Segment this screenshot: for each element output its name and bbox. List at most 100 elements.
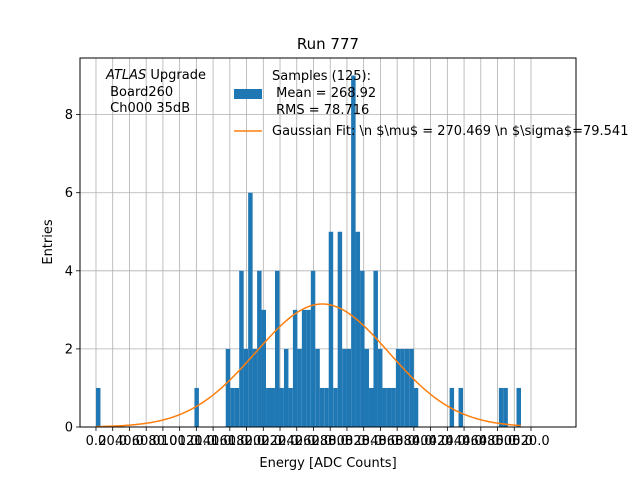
gaussian-fit <box>95 303 522 428</box>
histogram-bar <box>404 348 410 427</box>
x-tick-label: 420.0 <box>429 434 466 449</box>
x-axis-label: Energy [ADC Counts] <box>259 456 396 471</box>
histogram-bar <box>230 387 235 427</box>
x-tick-label: 520.0 <box>512 434 549 449</box>
histogram-bar <box>413 387 419 427</box>
plot-frame <box>79 57 577 428</box>
histogram-bar <box>324 387 329 427</box>
histogram-bar <box>288 387 293 427</box>
x-tick-label: 260.0 <box>295 434 332 449</box>
y-tick-label: 8 <box>65 108 73 123</box>
histogram-bar <box>449 387 455 427</box>
x-tick-label: 440.0 <box>445 434 482 449</box>
x-tick-label: 160.0 <box>211 434 248 449</box>
histogram-bar <box>351 75 356 428</box>
legend-swatch-histogram <box>234 89 262 99</box>
histogram-bar <box>266 387 271 427</box>
legend-label-histogram: Samples (125): Mean = 268.92 RMS = 78.71… <box>272 69 376 118</box>
x-tick-label: 60.0 <box>132 434 161 449</box>
histogram-bar <box>364 348 369 427</box>
histogram-bar <box>95 387 101 427</box>
x-tick-label: 360.0 <box>379 434 416 449</box>
histogram-bar <box>333 387 338 427</box>
histogram-bar <box>270 387 275 427</box>
histogram-bar <box>328 231 334 427</box>
histogram-bar <box>373 270 378 427</box>
histogram-bar <box>409 348 414 427</box>
histogram-bar <box>503 387 508 427</box>
x-tick-label: 40.0 <box>115 434 144 449</box>
histogram-bar <box>337 231 343 427</box>
x-tick-label: 80.0 <box>148 434 177 449</box>
x-tick-label: 20.0 <box>98 434 127 449</box>
annotation-line-3: Ch000 35dB <box>106 101 190 116</box>
histogram-bar <box>239 270 244 427</box>
x-tick-label: 280.0 <box>312 434 349 449</box>
fit-curve <box>95 303 522 428</box>
histogram-bar <box>377 348 383 427</box>
x-tick-label: 100.0 <box>161 434 198 449</box>
y-axis-ticks: 0 2 4 6 8 <box>65 108 80 436</box>
histogram-bar <box>225 348 231 427</box>
histogram-bar <box>194 387 199 427</box>
histogram-bar <box>301 309 307 427</box>
x-tick-label: 400.0 <box>412 434 449 449</box>
x-tick-label: 300.0 <box>328 434 365 449</box>
histogram-bar <box>395 348 401 427</box>
annotation-upgrade: Upgrade <box>146 68 206 83</box>
histogram-bar <box>355 231 361 427</box>
histogram-bar <box>369 387 374 427</box>
legend: Samples (125): Mean = 268.92 RMS = 78.71… <box>234 69 628 139</box>
histogram-bar <box>382 387 387 427</box>
y-tick-label: 2 <box>65 342 73 357</box>
annotation-box: ATLAS Upgrade Board260 Ch000 35dB <box>105 68 206 116</box>
histogram-bar <box>319 387 325 427</box>
histogram-bar <box>498 387 504 427</box>
legend-histogram-line: Mean = 268.92 <box>272 86 376 101</box>
histogram-bar <box>248 192 253 427</box>
histogram-bar <box>279 387 284 427</box>
x-tick-label: 480.0 <box>479 434 516 449</box>
histogram-bar <box>243 348 249 427</box>
x-tick-label: 340.0 <box>362 434 399 449</box>
histogram-bar <box>342 348 347 427</box>
legend-histogram-line: Samples (125): <box>272 69 371 84</box>
x-tick-label: 240.0 <box>278 434 315 449</box>
y-tick-label: 6 <box>65 186 73 201</box>
x-tick-label: 0.0 <box>86 434 107 449</box>
chart-title: Run 777 <box>297 35 359 53</box>
x-tick-label: 320.0 <box>345 434 382 449</box>
histogram-bar <box>275 270 280 427</box>
histogram-bar <box>386 387 392 427</box>
annotation-line-1: ATLAS Upgrade <box>105 68 206 83</box>
y-axis-label: Entries <box>41 219 56 265</box>
x-tick-label: 500.0 <box>496 434 533 449</box>
histogram-bar <box>391 387 396 427</box>
histogram-bar <box>400 348 405 427</box>
x-axis-ticks: 0.020.040.060.080.0100.0120.0140.0160.01… <box>86 427 550 449</box>
y-tick-label: 0 <box>65 421 73 436</box>
histogram-bar <box>283 348 289 427</box>
x-tick-label: 200.0 <box>245 434 282 449</box>
x-tick-label: 220.0 <box>261 434 298 449</box>
histogram-bar <box>346 348 352 427</box>
x-tick-label: 140.0 <box>194 434 231 449</box>
histogram-bar <box>292 309 298 427</box>
histogram-bar <box>458 387 464 427</box>
histogram-bar <box>234 387 240 427</box>
x-tick-label: 460.0 <box>462 434 499 449</box>
legend-label-fit: Gaussian Fit: \n $\mu$ = 270.469 \n $\si… <box>272 124 628 139</box>
histogram-bar <box>516 387 521 427</box>
annotation-atlas: ATLAS <box>105 68 146 83</box>
x-tick-label: 380.0 <box>395 434 432 449</box>
histogram-bar <box>252 348 258 427</box>
legend-histogram-line: RMS = 78.716 <box>272 103 369 118</box>
histogram-bar <box>306 309 311 427</box>
x-tick-label: 180.0 <box>228 434 265 449</box>
histogram-bar <box>360 270 365 427</box>
histogram-bar <box>310 270 316 427</box>
histogram-bar <box>261 309 267 427</box>
histogram-bar <box>315 348 320 427</box>
x-tick-label: 120.0 <box>178 434 215 449</box>
